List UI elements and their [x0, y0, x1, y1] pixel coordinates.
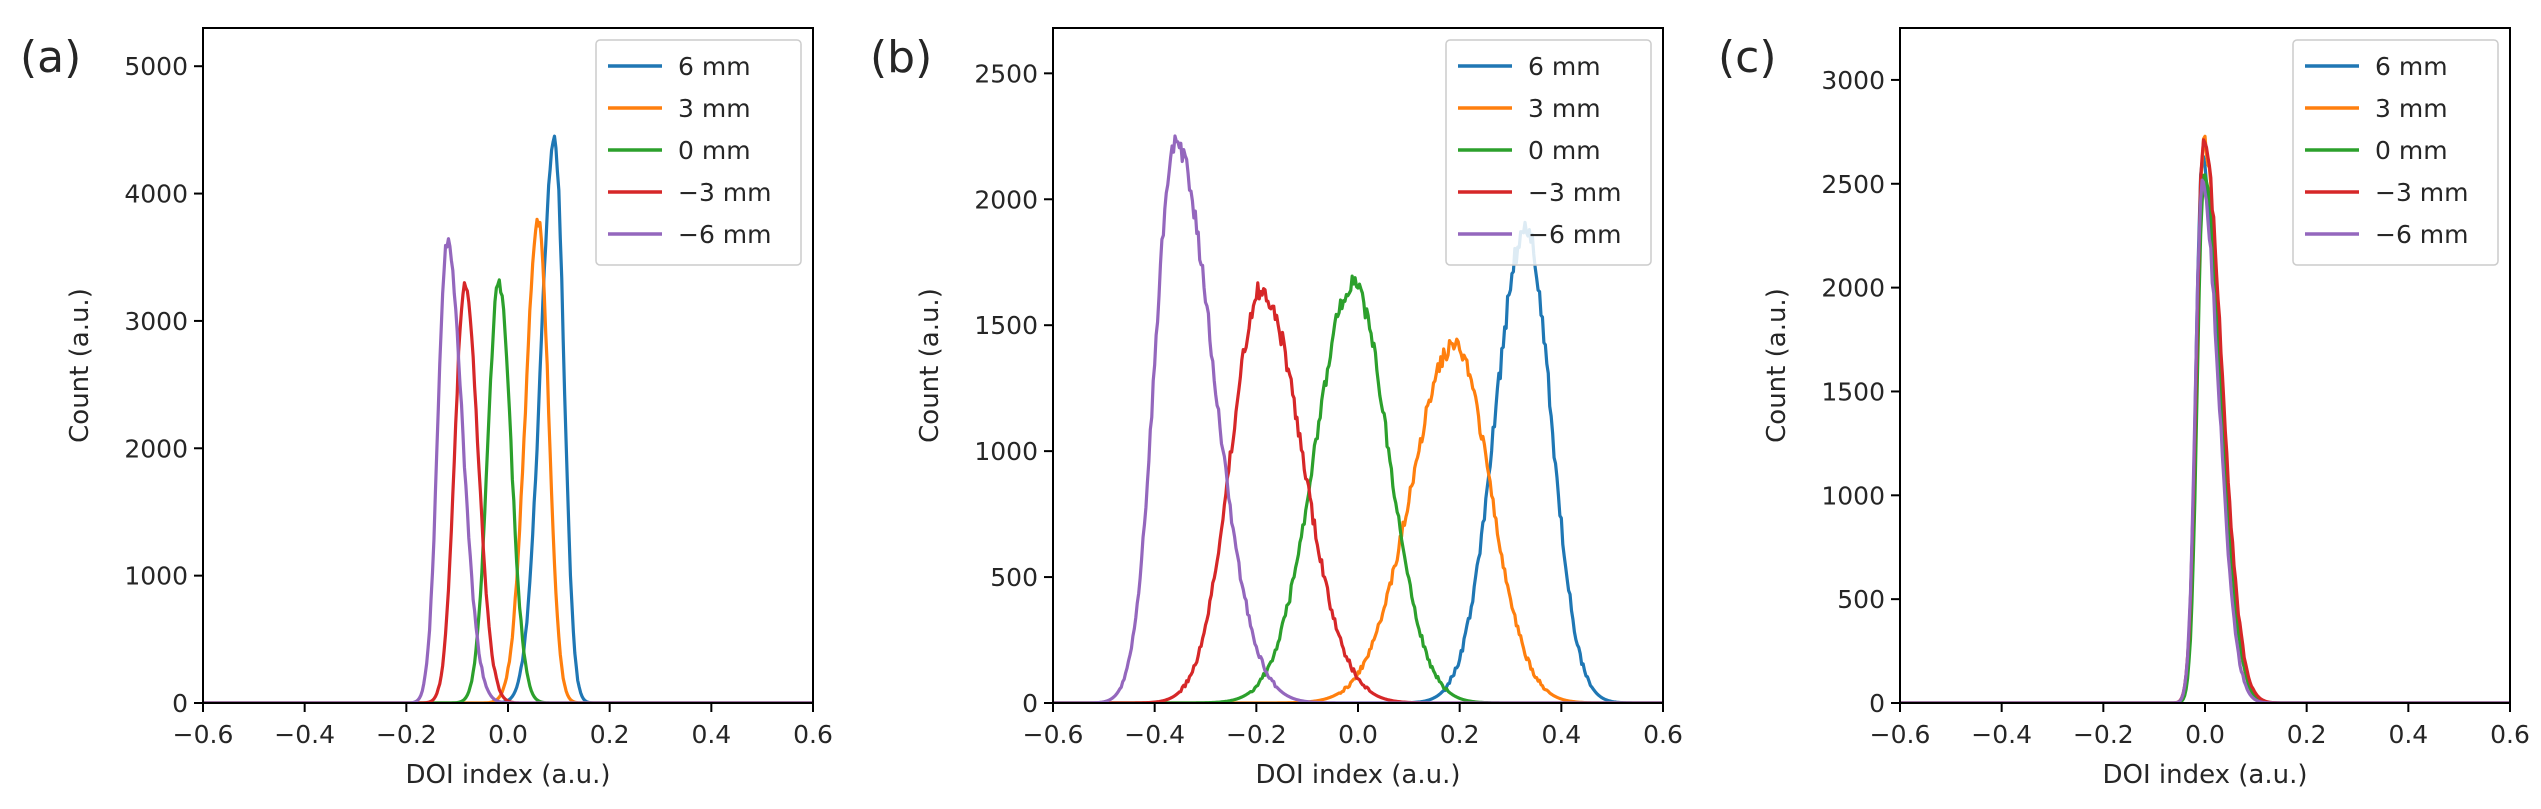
legend-label-3: 0 mm: [1528, 136, 1601, 165]
x-tick-label: 0.6: [1643, 720, 1683, 749]
y-tick-label: 2500: [974, 59, 1038, 88]
x-tick-label: 0.2: [590, 720, 630, 749]
x-tick-label: 0.0: [1338, 720, 1378, 749]
x-tick-label: −0.2: [376, 720, 437, 749]
legend-label-1: 6 mm: [678, 52, 751, 81]
y-tick-label: 1000: [974, 437, 1038, 466]
series-lines: [1900, 134, 2510, 703]
y-tick-label: 1500: [1821, 377, 1885, 406]
x-tick-label: −0.4: [274, 720, 335, 749]
series-line-4: [203, 281, 813, 703]
legend-label-4: −3 mm: [2375, 178, 2469, 207]
legend-label-3: 0 mm: [678, 136, 751, 165]
x-tick-label: 0.2: [2287, 720, 2327, 749]
x-tick-label: −0.2: [2073, 720, 2134, 749]
series-line-3: [1053, 274, 1663, 703]
x-tick-label: 0.6: [793, 720, 833, 749]
x-tick-label: 0.4: [2388, 720, 2428, 749]
legend-label-4: −3 mm: [678, 178, 772, 207]
series-line-1: [1900, 154, 2510, 703]
y-tick-label: 2500: [1821, 170, 1885, 199]
y-axis-label: Count (a.u.): [65, 288, 95, 443]
series-line-1: [1053, 220, 1663, 703]
x-tick-label: −0.2: [1226, 720, 1287, 749]
panels: (a) −0.6 −0.4 −0.2 0.0 0.2 0.4 0.6 0 1000 2000 3000…: [20, 27, 2530, 790]
series-line-3: [1900, 173, 2510, 703]
y-axis-label: Count (a.u.): [915, 288, 945, 443]
x-tick-label: 0.2: [1440, 720, 1480, 749]
legend-box: [2292, 39, 2499, 266]
x-axis-label: DOI index (a.u.): [1255, 760, 1460, 790]
series-line-5: [1900, 178, 2510, 703]
x-axis-label: DOI index (a.u.): [405, 760, 610, 790]
legend-label-2: 3 mm: [1528, 94, 1601, 123]
series-line-2: [1053, 337, 1663, 703]
y-tick-label: 2000: [974, 185, 1038, 214]
y-tick-label: 2000: [1821, 274, 1885, 303]
legend-box: [1445, 39, 1652, 266]
y-tick-label: 3000: [1821, 66, 1885, 95]
legend-label-1: 6 mm: [1528, 52, 1601, 81]
series-line-3: [203, 278, 813, 703]
panel-label: (c): [1718, 32, 1777, 83]
x-tick-label: −0.4: [1124, 720, 1185, 749]
y-tick-label: 1000: [1821, 481, 1885, 510]
y-tick-label: 500: [990, 563, 1038, 592]
legend: 6 mm 3 mm 0 mm −3 mm −6 mm: [2292, 39, 2499, 266]
y-tick-label: 5000: [124, 52, 188, 81]
legend-label-3: 0 mm: [2375, 136, 2448, 165]
legend: 6 mm 3 mm 0 mm −3 mm −6 mm: [595, 39, 802, 266]
x-tick-label: 0.0: [2185, 720, 2225, 749]
x-tick-label: 0.6: [2490, 720, 2530, 749]
panel-1: (a) −0.6 −0.4 −0.2 0.0 0.2 0.4 0.6 0 1000 2000 3000…: [20, 27, 833, 790]
legend-label-5: −6 mm: [1528, 220, 1622, 249]
x-tick-label: −0.6: [173, 720, 234, 749]
panel-2: (b) −0.6 −0.4 −0.2 0.0 0.2 0.4 0.6 0 500 1000 1500 2…: [870, 27, 1683, 790]
legend-label-5: −6 mm: [678, 220, 772, 249]
x-tick-label: −0.4: [1971, 720, 2032, 749]
x-tick-label: 0.0: [488, 720, 528, 749]
x-tick-label: −0.6: [1870, 720, 1931, 749]
panel-label: (a): [20, 32, 81, 83]
panel-label: (b): [870, 32, 932, 83]
y-tick-label: 500: [1837, 585, 1885, 614]
legend-label-1: 6 mm: [2375, 52, 2448, 81]
legend-label-2: 3 mm: [2375, 94, 2448, 123]
panel-3: (c) −0.6 −0.4 −0.2 0.0 0.2 0.4 0.6 0 500 1000 1500 2…: [1718, 27, 2530, 790]
y-tick-label: 0: [1022, 689, 1038, 718]
legend: 6 mm 3 mm 0 mm −3 mm −6 mm: [1445, 39, 1652, 266]
x-tick-label: 0.4: [691, 720, 731, 749]
x-tick-label: −0.6: [1023, 720, 1084, 749]
series-line-2: [1900, 134, 2510, 703]
series-line-2: [203, 217, 813, 703]
y-tick-label: 1000: [124, 562, 188, 591]
series-line-4: [1900, 138, 2510, 703]
y-axis-label: Count (a.u.): [1762, 288, 1792, 443]
x-axis-label: DOI index (a.u.): [2102, 760, 2307, 790]
legend-box: [595, 39, 802, 266]
y-tick-label: 1500: [974, 311, 1038, 340]
legend-label-4: −3 mm: [1528, 178, 1622, 207]
y-tick-label: 4000: [124, 180, 188, 209]
legend-label-2: 3 mm: [678, 94, 751, 123]
legend-label-5: −6 mm: [2375, 220, 2469, 249]
y-tick-label: 0: [172, 689, 188, 718]
y-tick-label: 0: [1869, 689, 1885, 718]
y-tick-label: 2000: [124, 434, 188, 463]
x-tick-label: 0.4: [1541, 720, 1581, 749]
y-tick-label: 3000: [124, 307, 188, 336]
